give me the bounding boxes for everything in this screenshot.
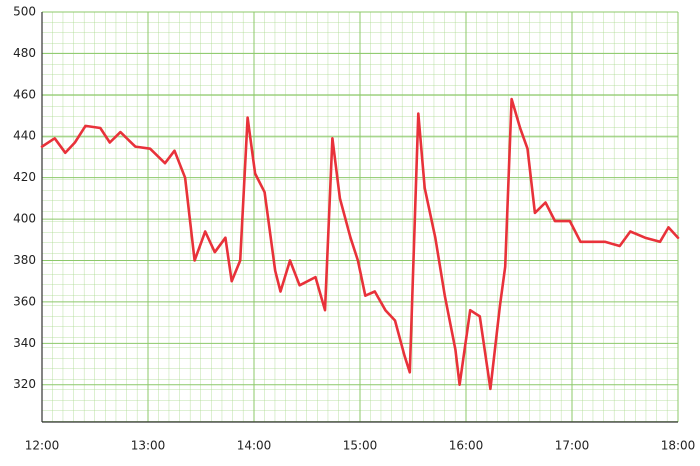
y-tick-label: 420	[13, 170, 36, 184]
y-tick-label: 320	[13, 377, 36, 391]
x-tick-label: 14:00	[237, 439, 272, 453]
y-tick-label: 460	[13, 87, 36, 101]
y-tick-label: 480	[13, 46, 36, 60]
x-tick-label: 16:00	[449, 439, 484, 453]
y-tick-label: 440	[13, 129, 36, 143]
x-tick-label: 12:00	[25, 439, 60, 453]
y-tick-label: 340	[13, 336, 36, 350]
x-tick-label: 13:00	[131, 439, 166, 453]
x-tick-label: 18:00	[661, 439, 696, 453]
y-tick-label: 380	[13, 253, 36, 267]
y-tick-label: 400	[13, 212, 36, 226]
y-tick-label: 360	[13, 294, 36, 308]
x-tick-label: 17:00	[555, 439, 590, 453]
data-line	[40, 97, 680, 391]
y-tick-label: 500	[13, 5, 36, 19]
x-tick-label: 15:00	[343, 439, 378, 453]
